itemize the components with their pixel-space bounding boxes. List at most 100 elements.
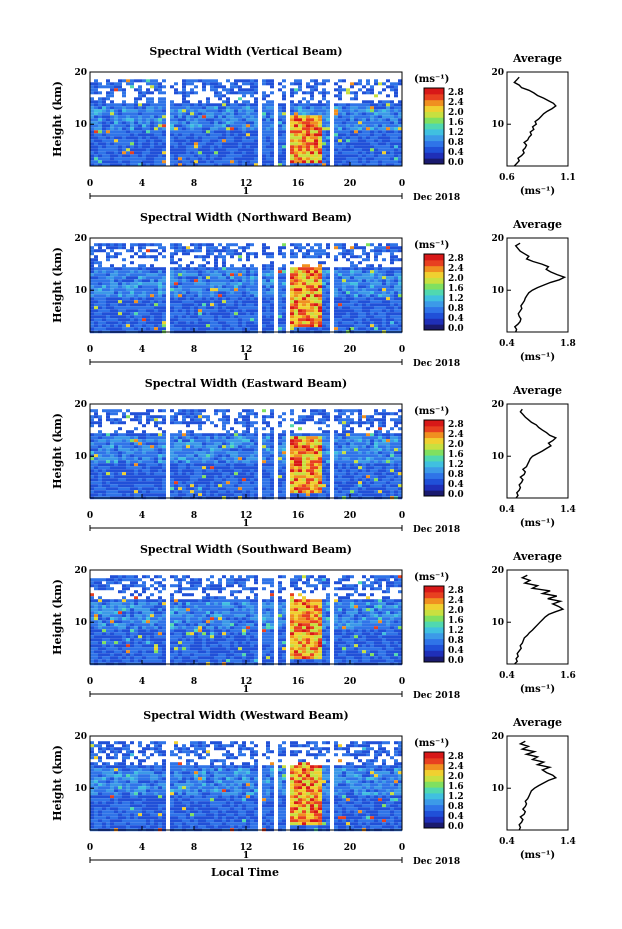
- heatmap-cell: [230, 124, 234, 128]
- heatmap-cell: [358, 282, 362, 286]
- heatmap-cell: [114, 409, 118, 413]
- heatmap-cell: [230, 481, 234, 485]
- heatmap-cell: [122, 121, 126, 125]
- heatmap-cell: [358, 151, 362, 155]
- heatmap-cell: [218, 469, 222, 473]
- heatmap-cell: [234, 318, 238, 322]
- heatmap-cell: [142, 273, 146, 277]
- heatmap-cell: [206, 294, 210, 298]
- heatmap-cell: [242, 148, 246, 152]
- heatmap-cell: [282, 297, 286, 301]
- heatmap-cell: [146, 303, 150, 307]
- heatmap-cell: [230, 300, 234, 304]
- heatmap-cell: [306, 160, 310, 164]
- heatmap-cell: [210, 243, 214, 247]
- heatmap-cell: [154, 118, 158, 122]
- heatmap-cell: [134, 312, 138, 316]
- heatmap-cell: [346, 157, 350, 161]
- heatmap-cell: [278, 118, 282, 122]
- heatmap-cell: [154, 148, 158, 152]
- heatmap-cell: [114, 82, 118, 86]
- heatmap-cell: [254, 297, 258, 301]
- heatmap-cell: [110, 154, 114, 158]
- heatmap-cell: [246, 273, 250, 277]
- heatmap-cell: [102, 433, 106, 437]
- heatmap-cell: [226, 151, 230, 155]
- heatmap-cell: [254, 327, 258, 331]
- heatmap-cell: [234, 157, 238, 161]
- heatmap-cell: [154, 279, 158, 283]
- heatmap-cell: [154, 315, 158, 319]
- heatmap-cell: [190, 318, 194, 322]
- heatmap-cell: [142, 291, 146, 295]
- heatmap-cell: [262, 321, 266, 325]
- heatmap-cell: [238, 133, 242, 137]
- heatmap-cell: [362, 267, 366, 271]
- heatmap-cell: [334, 276, 338, 280]
- heatmap-cell: [170, 85, 174, 89]
- heatmap-cell: [198, 484, 202, 488]
- profile-x-tick-label: 1.1: [560, 173, 576, 183]
- heatmap-cell: [126, 430, 130, 434]
- heatmap-cell: [170, 478, 174, 482]
- heatmap-cell: [378, 318, 382, 322]
- heatmap-cell: [306, 276, 310, 280]
- heatmap-cell: [270, 163, 274, 167]
- heatmap-cell: [270, 303, 274, 307]
- heatmap-cell: [94, 106, 98, 110]
- heatmap-cell: [366, 154, 370, 158]
- heatmap-cell: [114, 321, 118, 325]
- heatmap-cell: [306, 309, 310, 313]
- heatmap-cell: [90, 418, 94, 422]
- heatmap-cell: [290, 243, 294, 247]
- heatmap-cell: [390, 85, 394, 89]
- heatmap-cell: [386, 121, 390, 125]
- heatmap-cell: [390, 121, 394, 125]
- heatmap-cell: [322, 79, 326, 83]
- heatmap-cell: [374, 258, 378, 262]
- heatmap-cell: [162, 493, 166, 497]
- heatmap-cell: [202, 475, 206, 479]
- heatmap-cell: [134, 109, 138, 113]
- heatmap-cell: [322, 261, 326, 265]
- heatmap-cell: [106, 442, 110, 446]
- heatmap-cell: [102, 148, 106, 152]
- heatmap-cell: [206, 454, 210, 458]
- heatmap-cell: [370, 297, 374, 301]
- heatmap-cell: [114, 148, 118, 152]
- heatmap-cell: [310, 160, 314, 164]
- heatmap-cell: [118, 315, 122, 319]
- heatmap-cell: [162, 97, 166, 101]
- heatmap-cell: [198, 415, 202, 419]
- heatmap-cell: [194, 246, 198, 250]
- heatmap-cell: [102, 297, 106, 301]
- heatmap-cell: [326, 300, 330, 304]
- heatmap-cell: [378, 279, 382, 283]
- heatmap-cell: [126, 457, 130, 461]
- heatmap-cell: [374, 249, 378, 253]
- heatmap-cell: [246, 243, 250, 247]
- heatmap-cell: [310, 142, 314, 146]
- heatmap-cell: [246, 100, 250, 104]
- colorbar-tick-label: 1.6: [448, 284, 464, 294]
- heatmap-cell: [214, 163, 218, 167]
- heatmap-cell: [222, 469, 226, 473]
- heatmap-cell: [310, 145, 314, 149]
- heatmap-cell: [94, 124, 98, 128]
- heatmap-cell: [318, 103, 322, 107]
- heatmap-cell: [218, 318, 222, 322]
- heatmap-cell: [190, 151, 194, 155]
- heatmap-cell: [98, 106, 102, 110]
- heatmap-cell: [138, 264, 142, 268]
- heatmap-cell: [194, 243, 198, 247]
- heatmap-cell: [170, 460, 174, 464]
- heatmap-cell: [118, 127, 122, 131]
- heatmap-cell: [390, 246, 394, 250]
- heatmap-cell: [170, 109, 174, 113]
- heatmap-cell: [322, 279, 326, 283]
- heatmap-cell: [278, 315, 282, 319]
- heatmap-cell: [234, 448, 238, 452]
- heatmap-cell: [334, 258, 338, 262]
- heatmap-cell: [106, 288, 110, 292]
- heatmap-cell: [290, 142, 294, 146]
